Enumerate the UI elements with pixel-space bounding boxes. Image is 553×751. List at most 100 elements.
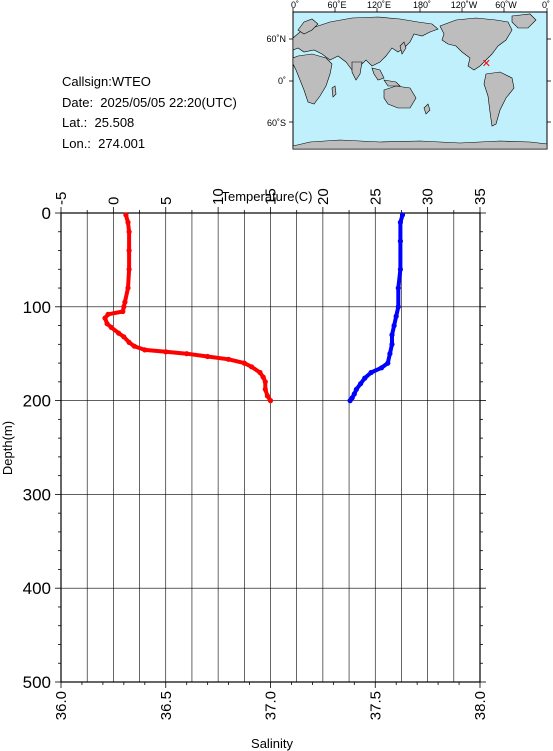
- salinity-data-point: [387, 351, 393, 357]
- salinity-profile-line: [348, 212, 405, 403]
- salinity-data-point: [395, 304, 401, 310]
- temperature-axis-title: Temperature(C): [221, 189, 312, 204]
- salinity-data-point: [393, 313, 399, 319]
- map-lon-label: 180˚: [413, 0, 431, 10]
- salinity-data-point: [397, 266, 403, 272]
- madagascar-landmass: [331, 85, 337, 98]
- profile-chart: -5 0 5 10 15 20 25 30 35 36.0 36.5 37.0 37.5 38.0 01…: [0, 188, 489, 751]
- salinity-data-point: [397, 238, 403, 244]
- scandinavia-landmass: [297, 18, 319, 35]
- map-lat-label: 0˚: [278, 76, 286, 86]
- salinity-tick-label: 36.5: [158, 691, 175, 720]
- southeast-asia-landmass: [371, 67, 401, 87]
- date-text: Date: 2025/05/05 22:20(UTC): [62, 94, 237, 110]
- depth-tick-labels: 0 100 200 300 400 500: [23, 204, 51, 692]
- salinity-data-point: [395, 285, 401, 291]
- temperature-data-point: [126, 229, 132, 235]
- temperature-data-point: [126, 247, 132, 254]
- salinity-data-point: [389, 341, 395, 347]
- temperature-data-point: [102, 315, 108, 321]
- temperature-data-point: [108, 324, 114, 330]
- temperature-data-point: [260, 374, 266, 380]
- temperature-data-point: [126, 339, 132, 345]
- lon-text: Lon.: 274.001: [62, 135, 146, 151]
- salinity-data-point: [351, 391, 357, 397]
- temperature-data-point: [121, 334, 127, 340]
- salinity-data-point: [399, 212, 406, 218]
- japan-landmass: [399, 41, 407, 55]
- map-lat-labels: 60˚N 0˚ 60˚S: [266, 34, 286, 128]
- temperature-data-point: [104, 321, 110, 327]
- temperature-tick-label: 15: [263, 188, 280, 205]
- temperature-data-point: [142, 347, 148, 353]
- temperature-data-point: [267, 398, 274, 404]
- temperature-tick-labels: -5 0 5 10 15 20 25 30 35: [53, 188, 489, 205]
- map-tick-marks: [289, 8, 551, 123]
- australia-landmass: [383, 85, 417, 109]
- temperature-data-point: [122, 299, 128, 305]
- map-lon-label: 60˚W: [495, 0, 517, 10]
- depth-tick-label: 0: [42, 204, 51, 223]
- salinity-tick-label: 37.5: [367, 691, 384, 720]
- temperature-data-point: [163, 349, 169, 355]
- map-lat-label: 60˚S: [267, 118, 286, 128]
- temperature-tick-label: 10: [210, 188, 227, 205]
- map-lon-label: 60˚E: [327, 0, 346, 10]
- temperature-data-point: [123, 212, 129, 218]
- salinity-data-point: [389, 332, 395, 338]
- temperature-data-point: [121, 304, 127, 310]
- temperature-tick-label: 30: [420, 188, 437, 205]
- temperature-data-point: [184, 351, 190, 357]
- temperature-tick-label: 20: [315, 188, 332, 205]
- salinity-tick-label: 38.0: [472, 691, 489, 720]
- depth-tick-label: 300: [23, 485, 51, 504]
- salinity-data-point: [347, 398, 353, 404]
- chart-grid: [60, 212, 481, 683]
- depth-tick-label: 500: [23, 673, 51, 692]
- salinity-data-point: [358, 381, 364, 387]
- temperature-tick-label: -5: [53, 192, 70, 205]
- temperature-data-point: [131, 343, 137, 349]
- temperature-data-point: [116, 330, 122, 336]
- world-map: 0˚ 60˚E 120˚E 180˚ 120˚W 60˚W 0˚ 60˚N 0˚…: [266, 0, 551, 150]
- africa-landmass: [292, 53, 333, 105]
- temperature-profile-line: [103, 212, 273, 403]
- temperature-data-point: [126, 266, 132, 272]
- axis-ticks: [55, 207, 486, 688]
- salinity-data-point: [368, 369, 374, 376]
- india-landmass: [351, 61, 363, 81]
- map-lon-label: 120˚W: [451, 0, 478, 10]
- temperature-data-point: [120, 308, 126, 315]
- lat-text: Lat.: 25.508: [62, 115, 135, 130]
- temperature-data-point: [249, 364, 255, 370]
- map-lon-label: 0˚: [291, 0, 299, 10]
- depth-tick-label: 400: [23, 579, 51, 598]
- temperature-data-point: [257, 369, 263, 376]
- temperature-tick-label: 5: [158, 197, 175, 205]
- salinity-data-point: [391, 323, 397, 329]
- salinity-data-point: [378, 365, 385, 371]
- temperature-data-point: [205, 353, 211, 360]
- temperature-data-point: [226, 356, 232, 362]
- temperature-tick-label: 0: [105, 197, 122, 205]
- map-lon-label: 0˚: [542, 0, 550, 10]
- temperature-data-point: [262, 379, 268, 385]
- temperature-data-point: [125, 285, 131, 291]
- south-america-landmass: [483, 71, 515, 127]
- map-lat-label: 60˚N: [266, 34, 286, 44]
- salinity-data-point: [362, 375, 368, 381]
- temperature-tick-label: 25: [367, 188, 384, 205]
- north-america-landmass: [439, 17, 513, 71]
- temperature-data-point: [105, 311, 111, 317]
- callsign-text: Callsign:WTEO: [62, 74, 151, 89]
- salinity-data-point: [397, 219, 403, 225]
- temperature-data-point: [262, 386, 268, 392]
- antarctica-landmass: [292, 139, 548, 150]
- new-zealand-landmass: [423, 103, 431, 115]
- map-top-labels: 0˚ 60˚E 120˚E 180˚ 120˚W 60˚W 0˚: [291, 0, 550, 10]
- depth-tick-label: 100: [23, 298, 51, 317]
- map-land: [292, 13, 548, 150]
- eurasia-landmass: [292, 16, 439, 71]
- depth-axis-title: Depth(m): [0, 421, 15, 475]
